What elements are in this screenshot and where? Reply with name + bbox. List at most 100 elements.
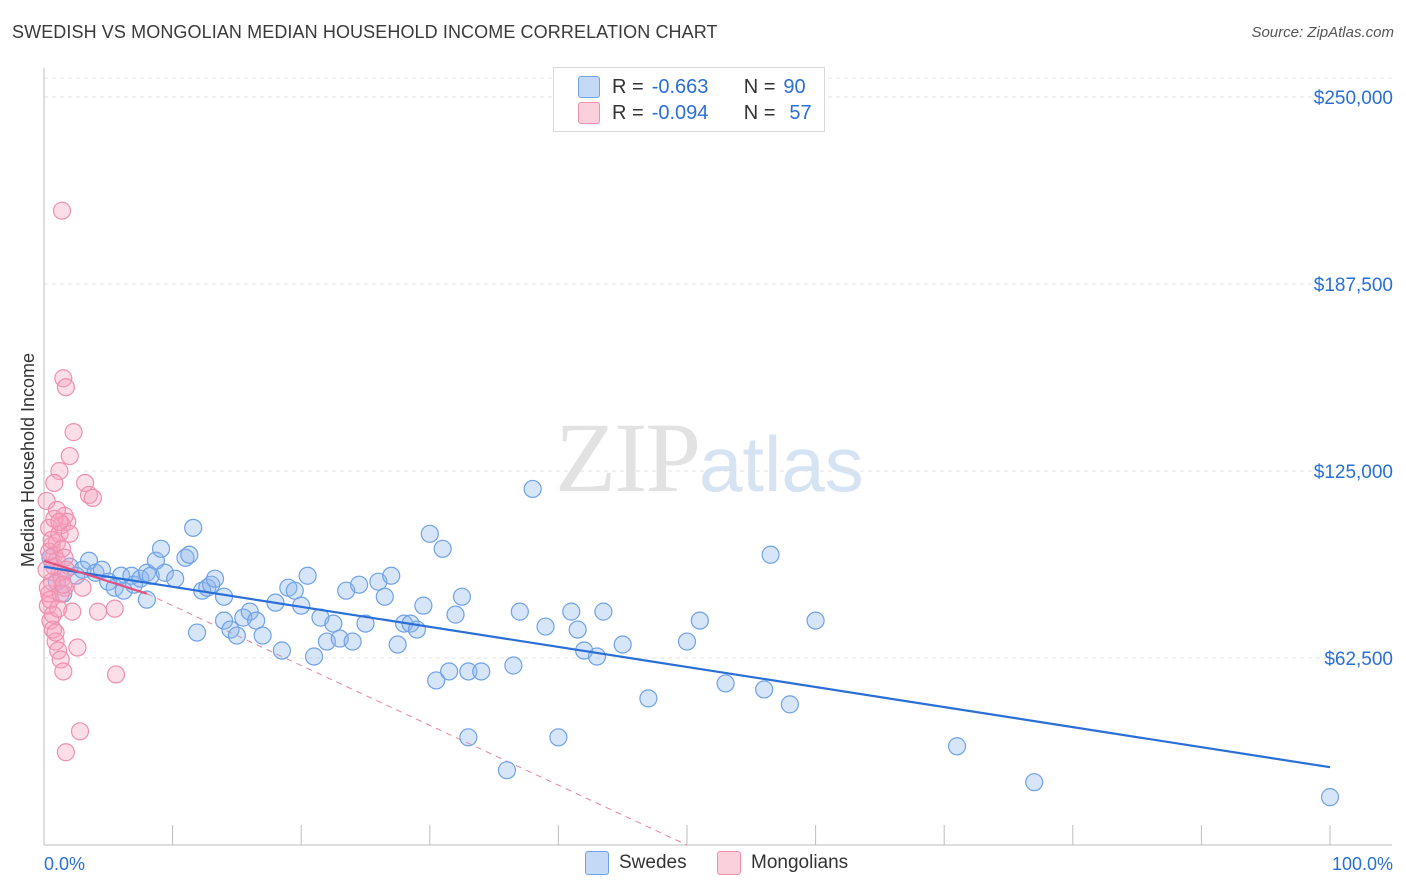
mongolians-point [76,473,95,493]
y-tick-label: $250,000 [1314,88,1393,109]
swedes-point [227,626,246,645]
swedes-point [472,662,491,681]
swedes-point [137,590,156,609]
swedes-point [272,641,292,660]
watermark-atlas: atlas [699,420,864,508]
swedes-trend-line [43,565,1331,769]
mongolians-trend-line [43,559,148,595]
swedes-point [375,587,394,606]
legend-r-label: R = [612,101,644,124]
swedes-point [240,602,259,621]
swedes-point [285,581,304,600]
y-axis-label: Median Household Income [18,353,38,567]
mongolians-point [64,423,83,442]
legend-label-swedes: Swedes [619,852,687,873]
swedes-point [349,575,369,594]
swedes-point [452,587,472,606]
mongolians-point [45,473,64,493]
y-tick-label: $62,500 [1324,649,1393,670]
swedes-point [187,623,207,642]
swedes-point [356,614,375,633]
mongolians-point [43,605,63,624]
mongolians-point [54,575,73,594]
swedes-point [247,611,266,630]
swedes-point [497,761,517,780]
swedes-point [587,647,607,666]
swedes-point [420,524,439,543]
chart-title: SWEDISH VS MONGOLIAN MEDIAN HOUSEHOLD IN… [12,22,718,42]
swedes-point [639,689,658,708]
mongolians-point [54,662,73,681]
swedes-point [439,662,459,681]
swedes-point [761,545,780,564]
swedes-point [780,695,799,714]
mongolians-point [83,488,102,508]
mongolians-point [50,461,69,481]
x-tick-label: 0.0% [44,854,85,874]
swedes-point [613,635,632,654]
mongolians-point [106,665,126,684]
series-legend: Swedes Mongolians [0,851,1406,877]
swedes-point [382,566,401,585]
swedes-point [523,479,542,499]
swedes-point [427,671,446,690]
y-tick-label: $187,500 [1314,275,1393,296]
y-tick-label: $125,000 [1314,462,1393,483]
mongolians-point [60,524,79,543]
legend-n-value-swedes: 90 [783,75,806,98]
legend-n-label: N = [743,75,776,98]
mongolians-point [56,743,75,762]
swedes-point [253,626,272,645]
swedes-point [806,611,825,630]
swedes-point [433,539,452,558]
mongolians-point [43,620,63,639]
source-credit: Source: ZipAtlas.com [1251,24,1394,41]
mongolians-point [51,650,70,669]
swedes-point [1320,788,1340,807]
legend-row-swedes: R = -0.663 N = 90 [578,75,806,99]
swedes-point [716,674,735,693]
legend-row-mongolians: R = -0.094 N = 57 [578,101,812,125]
swedes-point [690,611,709,630]
legend-n-label: N = [743,101,776,124]
swedes-point [549,728,568,747]
swedes-point [298,566,317,585]
swedes-point [304,647,324,666]
swedes-point [755,680,774,699]
mongolians-point [52,201,72,220]
swedes-point [446,605,465,624]
mongolians-point [88,602,108,621]
legend-label-mongolians: Mongolians [751,852,849,873]
swedes-point [459,662,478,681]
mongolians-point [42,530,61,549]
mongolians-point [56,378,75,397]
stats-legend: R = -0.663 N = 90 R = -0.094 N = 57 [553,67,825,132]
legend-item-mongolians[interactable]: Mongolians [717,851,848,875]
mongolians-point [60,446,79,466]
swedes-point [504,656,523,675]
legend-n-value-mongolians: 57 [789,101,812,124]
swedes-point [594,602,613,621]
swedes-point [536,617,555,636]
swedes-point [155,563,174,582]
swedes-point [510,602,529,621]
swedes-point [562,602,581,621]
mongolians-point [63,602,82,621]
swedes-point [324,614,343,633]
watermark: ZIPatlas [555,400,864,515]
swedes-point [214,611,234,630]
mongolians-point [46,623,65,642]
swedes-point [205,569,225,588]
legend-item-swedes[interactable]: Swedes [585,851,687,875]
legend-r-value-swedes: -0.663 [651,75,709,98]
watermark-zip: ZIP [555,402,701,513]
mongolians-point [47,500,66,519]
legend-r-value-mongolians: -0.094 [651,101,709,124]
legend-r-label: R = [612,75,644,98]
swedes-point [388,635,407,654]
mongolians-point [49,599,68,618]
swedes-point [180,545,199,564]
swedes-point [568,620,587,639]
swedes-point [166,569,185,588]
